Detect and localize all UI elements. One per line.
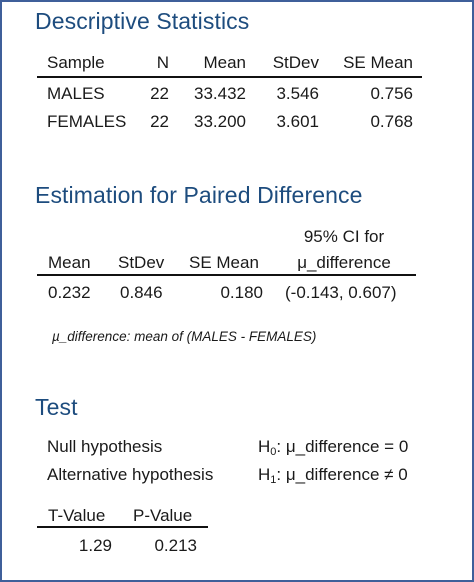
p-value-cell: 0.213 <box>154 536 197 555</box>
ci-header-top: 95% CI for <box>303 227 385 246</box>
null-symbol: H <box>258 437 271 456</box>
stdev-cell: 3.601 <box>276 112 319 131</box>
col-header-p-value: P-Value <box>133 506 193 525</box>
alt-symbol: H <box>258 465 271 484</box>
n-cell: 22 <box>150 112 169 131</box>
se-mean-cell: 0.180 <box>220 283 263 302</box>
test-header-rule <box>37 526 208 528</box>
null-hypothesis-label: Null hypothesis <box>47 437 163 456</box>
sample-cell: FEMALES <box>47 112 127 131</box>
col-header-t-value: T-Value <box>48 506 106 525</box>
n-cell: 22 <box>150 84 169 103</box>
estimation-heading: Estimation for Paired Difference <box>35 182 363 208</box>
difference-definition-note: µ_difference: mean of (MALES - FEMALES) <box>52 329 317 344</box>
col-header-se-mean: SE Mean <box>189 253 259 272</box>
sample-cell: MALES <box>47 84 105 103</box>
ci-cell: (-0.143, 0.607) <box>285 283 397 302</box>
t-value-cell: 1.29 <box>78 536 112 555</box>
se-mean-cell: 0.756 <box>370 84 413 103</box>
estimation-header-rule <box>37 274 416 276</box>
mean-cell: 33.432 <box>194 84 246 103</box>
descriptive-header-rule <box>37 76 422 78</box>
col-header-mean: Mean <box>203 53 246 72</box>
col-header-stdev: StDev <box>118 253 165 272</box>
stdev-cell: 0.846 <box>120 283 163 302</box>
null-statement-text: : μ_difference = 0 <box>276 437 409 456</box>
col-header-ci: μ_difference <box>297 253 391 272</box>
test-heading: Test <box>35 394 78 420</box>
stdev-cell: 3.546 <box>276 84 319 103</box>
col-header-sample: Sample <box>47 53 105 72</box>
null-subscript: 0 <box>270 446 277 458</box>
se-mean-cell: 0.768 <box>370 112 413 131</box>
descriptive-statistics-heading: Descriptive Statistics <box>35 8 250 34</box>
null-hypothesis-statement: H0: μ_difference = 0 <box>258 437 409 458</box>
alternative-hypothesis-statement: H1: μ_difference ≠ 0 <box>258 465 408 486</box>
mean-cell: 33.200 <box>194 112 246 131</box>
col-header-mean: Mean <box>48 253 91 272</box>
col-header-stdev: StDev <box>272 53 319 72</box>
alt-statement-text: : μ_difference ≠ 0 <box>276 465 408 484</box>
alternative-hypothesis-label: Alternative hypothesis <box>47 465 214 484</box>
alt-subscript: 1 <box>270 474 277 486</box>
mean-cell: 0.232 <box>48 283 91 302</box>
col-header-n: N <box>156 53 169 72</box>
col-header-se-mean: SE Mean <box>343 53 413 72</box>
